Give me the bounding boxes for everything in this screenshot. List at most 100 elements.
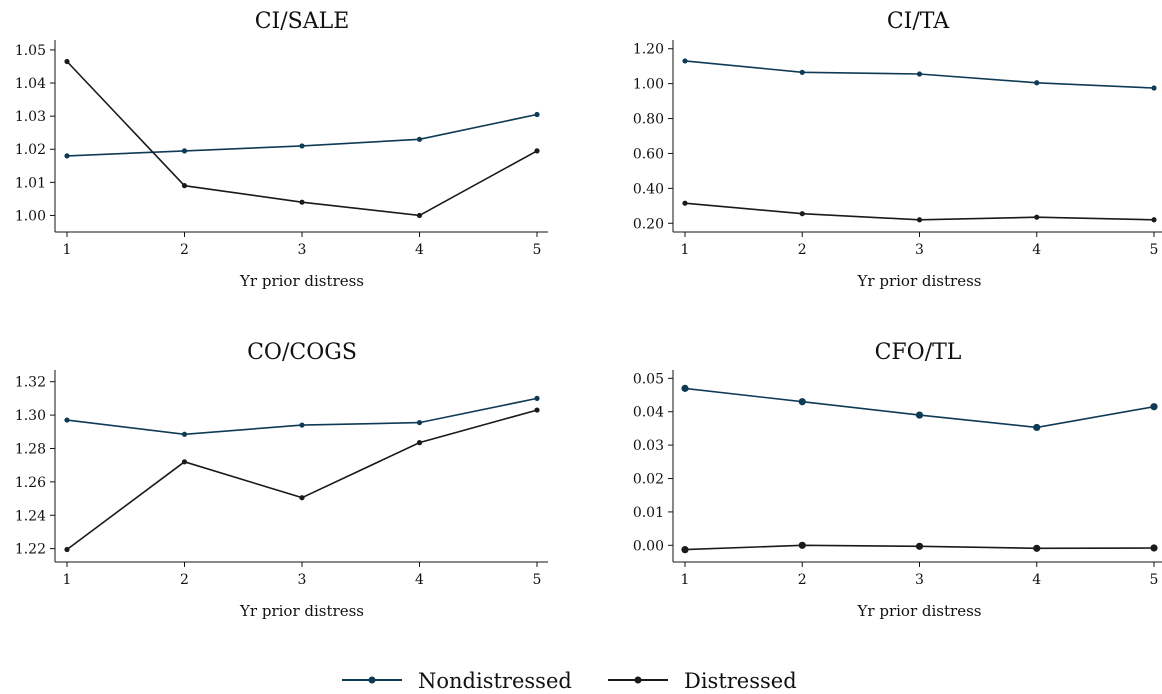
y-tick-label: 0.20: [633, 216, 664, 232]
legend-marker-distressed: [634, 676, 642, 684]
y-tick-label: 1.22: [15, 542, 46, 558]
data-point-nondistressed: [799, 69, 805, 75]
x-tick-label: 5: [533, 572, 542, 588]
panel-title-ci-sale: CI/SALE: [255, 9, 350, 34]
data-point-nondistressed: [1150, 403, 1158, 411]
x-tick-label: 3: [298, 242, 307, 258]
data-point-distressed: [299, 495, 305, 501]
data-point-distressed: [64, 58, 70, 65]
y-tick-label: 1.20: [633, 42, 664, 58]
data-point-nondistressed: [64, 417, 70, 423]
y-tick-label: 0.40: [633, 181, 664, 197]
x-tick-label: 1: [63, 572, 72, 588]
x-tick-label: 2: [180, 242, 189, 258]
y-tick-label: 1.01: [15, 175, 46, 191]
y-tick-label: 0.80: [633, 112, 664, 128]
data-point-nondistressed: [416, 419, 423, 426]
y-tick-label: 0.05: [633, 371, 664, 387]
series-line-distressed-co-cogs: [66, 409, 538, 551]
panel-title-cfo-tl: CFO/TL: [875, 340, 962, 365]
y-tick-label: 1.30: [15, 408, 46, 424]
y-tick-label: 1.24: [15, 508, 46, 524]
legend-marker-nondistressed: [368, 676, 376, 684]
data-point-distressed: [682, 200, 688, 206]
x-tick-label: 4: [1032, 572, 1041, 588]
y-tick-label: 1.00: [15, 208, 46, 224]
panel-co-cogs: CO/COGS 1.22 1.24 1.26 1.28 1.30 1.32 1 2 3 4 5 Yr p…: [15, 340, 548, 620]
x-tick-label: 3: [915, 242, 924, 258]
panel-title-co-cogs: CO/COGS: [247, 340, 357, 365]
data-point-distressed: [181, 183, 188, 189]
data-point-nondistressed: [916, 71, 923, 77]
data-point-distressed: [798, 541, 806, 549]
y-tick-label: 0.00: [633, 538, 664, 554]
y-tick-label: 1.03: [15, 109, 46, 125]
x-tick-label: 1: [681, 242, 690, 258]
data-point-distressed: [416, 212, 423, 219]
y-tick-label: 1.04: [15, 76, 46, 92]
y-tick-label: 0.02: [633, 472, 664, 488]
legend-label-nondistressed: Nondistressed: [418, 669, 572, 693]
y-tick-label: 1.28: [15, 441, 46, 457]
x-tick-label: 5: [533, 242, 542, 258]
panel-ci-ta: CI/TA 0.20 0.40 0.60 0.80 1.00 1.20 1 2 3 4 5 Yr pri…: [633, 9, 1162, 290]
x-axis-label-co-cogs: Yr prior distress: [239, 602, 364, 620]
panel-title-ci-ta: CI/TA: [887, 9, 950, 34]
data-point-nondistressed: [299, 422, 305, 428]
y-tick-label: 1.26: [15, 475, 46, 491]
data-point-distressed: [1151, 217, 1157, 223]
data-point-nondistressed: [798, 398, 806, 406]
panel-cfo-tl: CFO/TL 0.00 0.01 0.02 0.03 0.04 0.05 1 2 3 4 5 Yr pr…: [633, 340, 1162, 620]
x-axis-label-ci-sale: Yr prior distress: [239, 272, 364, 290]
data-point-nondistressed: [1151, 85, 1157, 91]
x-tick-label: 5: [1150, 242, 1159, 258]
data-point-distressed: [916, 217, 923, 223]
legend: Nondistressed Distressed: [342, 669, 797, 693]
data-point-distressed: [799, 211, 805, 217]
data-point-distressed: [181, 459, 188, 465]
data-point-nondistressed: [682, 58, 688, 64]
series-line-distressed-ci-sale: [66, 60, 538, 217]
data-point-nondistressed: [416, 136, 423, 142]
data-point-distressed: [1033, 544, 1041, 552]
legend-label-distressed: Distressed: [684, 669, 797, 693]
y-tick-label: 1.32: [15, 375, 46, 391]
data-point-nondistressed: [1033, 423, 1041, 432]
y-tick-label: 0.03: [633, 438, 664, 454]
y-tick-label: 1.02: [15, 142, 46, 158]
x-tick-label: 3: [298, 572, 307, 588]
x-tick-label: 4: [415, 242, 424, 258]
y-tick-label: 0.04: [633, 405, 664, 421]
x-tick-label: 2: [798, 242, 807, 258]
data-point-nondistressed: [181, 148, 188, 154]
data-point-distressed: [534, 148, 540, 154]
x-axis-label-cfo-tl: Yr prior distress: [857, 602, 982, 620]
x-tick-label: 2: [798, 572, 807, 588]
series-line-nondistressed-cfo-tl: [684, 387, 1155, 429]
x-tick-label: 1: [681, 572, 690, 588]
data-point-nondistressed: [299, 143, 305, 149]
data-point-distressed: [681, 546, 689, 554]
x-tick-label: 3: [915, 572, 924, 588]
data-point-distressed: [915, 542, 924, 550]
data-point-distressed: [299, 199, 305, 205]
x-tick-label: 2: [180, 572, 189, 588]
y-tick-label: 0.60: [633, 146, 664, 162]
data-point-nondistressed: [681, 384, 689, 392]
x-axis-label-ci-ta: Yr prior distress: [857, 272, 982, 290]
data-point-distressed: [1034, 214, 1040, 220]
x-tick-label: 4: [1032, 242, 1041, 258]
data-point-nondistressed: [534, 111, 540, 118]
data-point-distressed: [64, 546, 70, 553]
x-tick-label: 4: [415, 572, 424, 588]
panel-ci-sale: CI/SALE 1.00 1.01 1.02 1.03 1.04 1.05 1 2 3 4 5 Yr p…: [15, 9, 548, 290]
y-tick-label: 1.05: [15, 43, 46, 59]
data-point-distressed: [1150, 544, 1158, 552]
data-point-nondistressed: [1034, 80, 1040, 86]
data-point-nondistressed: [181, 431, 188, 437]
data-point-distressed: [416, 440, 423, 446]
data-point-nondistressed: [534, 395, 540, 401]
x-tick-label: 1: [63, 242, 72, 258]
x-tick-label: 5: [1150, 572, 1159, 588]
